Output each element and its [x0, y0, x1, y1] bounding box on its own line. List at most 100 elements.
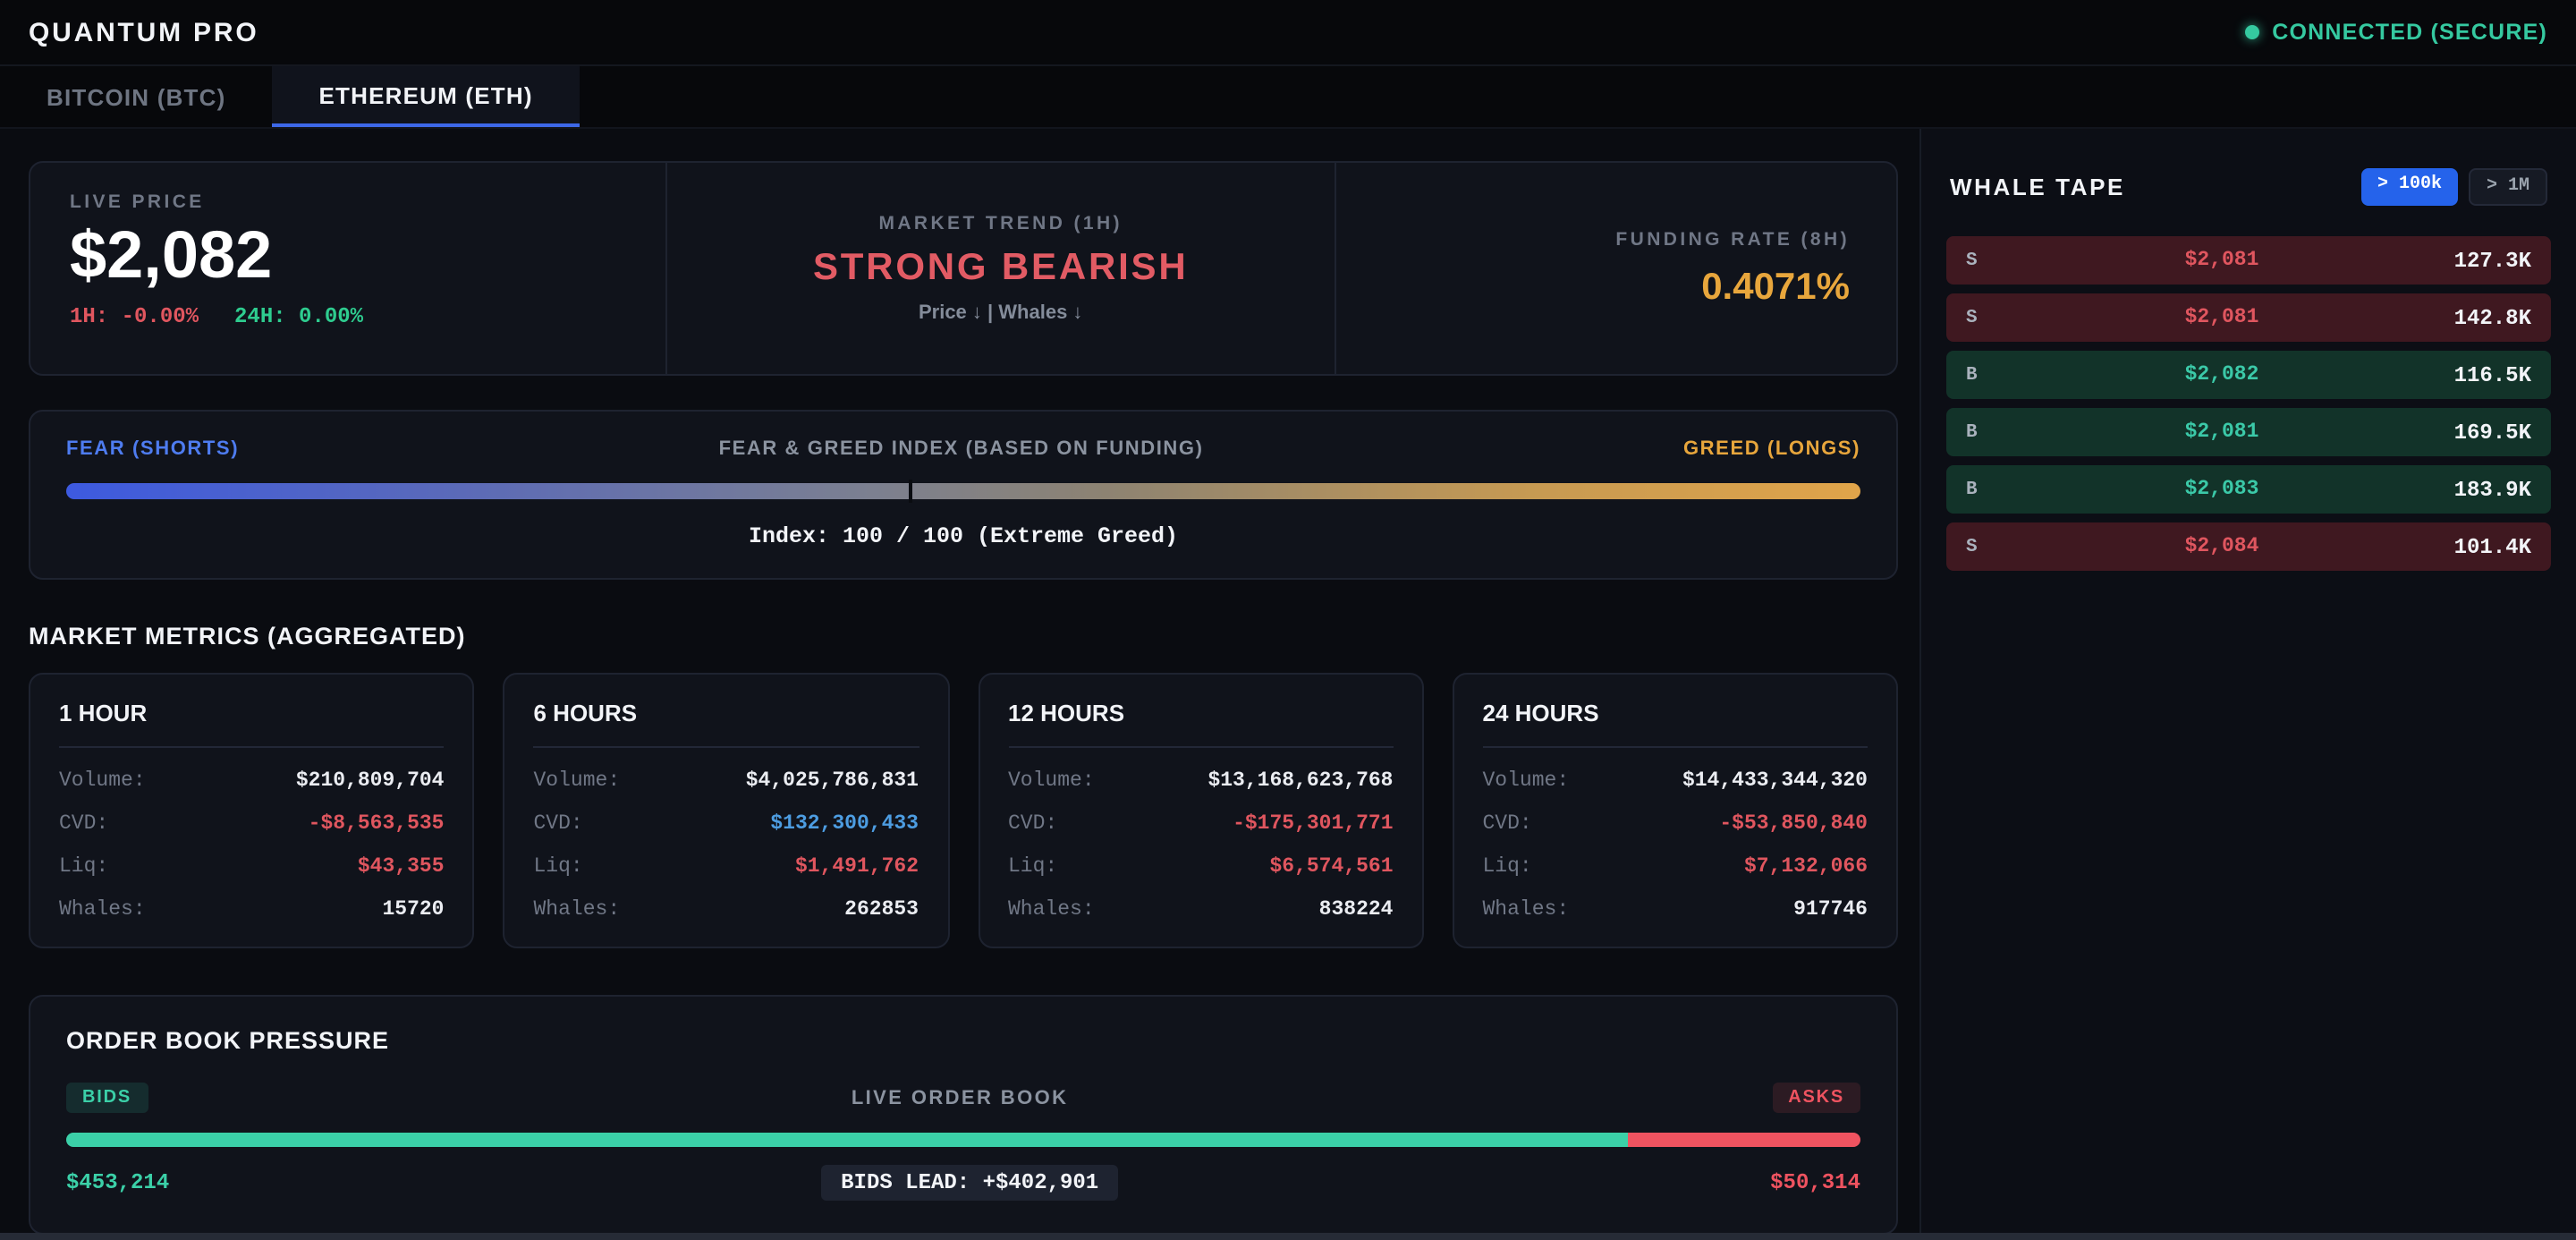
market-trend-value: STRONG BEARISH: [812, 247, 1189, 288]
main-content: LIVE PRICE $2,082 1H: -0.00% 24H: 0.00% …: [0, 129, 1919, 1240]
metric-row: Volume: $14,433,344,320: [1482, 769, 1868, 793]
metric-row: Whales: 838224: [1008, 898, 1394, 922]
metric-row: Volume: $210,809,704: [59, 769, 445, 793]
trade-size: 101.4K: [2453, 534, 2531, 559]
trade-side: S: [1966, 307, 1978, 328]
market-trend-label: MARKET TREND (1H): [878, 213, 1123, 234]
trade-side: S: [1966, 536, 1978, 557]
trade-price: $2,082: [2184, 363, 2259, 386]
trade-side: B: [1966, 421, 1978, 443]
funding-rate-value: 0.4071%: [1701, 266, 1850, 307]
metric-row: Liq: $1,491,762: [533, 855, 919, 879]
live-price-label: LIVE PRICE: [70, 191, 205, 213]
bids-fill: [66, 1133, 1628, 1147]
metrics-card-12h: 12 HOURS Volume: $13,168,623,768 CVD: -$…: [978, 673, 1424, 948]
whale-tape-sidebar: WHALE TAPE > 100k > 1M S $2,081 127.3K S…: [1919, 129, 2576, 1240]
trade-side: B: [1966, 364, 1978, 386]
metric-row: Whales: 15720: [59, 898, 445, 922]
asks-badge: ASKS: [1772, 1083, 1860, 1113]
market-trend-detail: Price ↓ | Whales ↓: [918, 302, 1083, 324]
market-metrics-title: MARKET METRICS (AGGREGATED): [29, 623, 466, 650]
metric-row: CVD: -$8,563,535: [59, 812, 445, 836]
market-trend-section: MARKET TREND (1H) STRONG BEARISH Price ↓…: [665, 163, 1337, 374]
price-changes: 1H: -0.00% 24H: 0.00%: [70, 303, 625, 328]
funding-rate-section: FUNDING RATE (8H) 0.4071%: [1336, 163, 1896, 374]
filter-1m-button[interactable]: > 1M: [2468, 168, 2547, 206]
card-period: 24 HOURS: [1482, 700, 1868, 748]
metrics-card-24h: 24 HOURS Volume: $14,433,344,320 CVD: -$…: [1452, 673, 1898, 948]
trade-size: 116.5K: [2453, 362, 2531, 387]
app-title: QUANTUM PRO: [29, 17, 259, 47]
metrics-cards: 1 HOUR Volume: $210,809,704 CVD: -$8,563…: [29, 673, 1898, 948]
bids-lead-badge: BIDS LEAD: +$402,901: [821, 1165, 1119, 1201]
metric-row: CVD: $132,300,433: [533, 812, 919, 836]
fear-greed-labels: FEAR (SHORTS) FEAR & GREED INDEX (BASED …: [66, 438, 1860, 460]
gauge-marker: [909, 480, 913, 503]
trade-row: B $2,081 169.5K: [1946, 408, 2551, 456]
funding-rate-label: FUNDING RATE (8H): [1615, 228, 1850, 250]
tab-bitcoin[interactable]: BITCOIN (BTC): [47, 83, 226, 110]
metric-row: Volume: $4,025,786,831: [533, 769, 919, 793]
horizontal-scrollbar[interactable]: [0, 1233, 2576, 1240]
fear-greed-panel: FEAR (SHORTS) FEAR & GREED INDEX (BASED …: [29, 410, 1898, 580]
trade-price: $2,084: [2184, 535, 2259, 558]
filter-100k-button[interactable]: > 100k: [2360, 168, 2458, 206]
tab-ethereum[interactable]: ETHEREUM (ETH): [272, 66, 580, 127]
trade-row: S $2,084 101.4K: [1946, 522, 2551, 571]
trade-size: 183.9K: [2453, 477, 2531, 502]
trade-row: B $2,082 116.5K: [1946, 351, 2551, 399]
whale-tape-filters: > 100k > 1M: [2360, 168, 2547, 206]
card-period: 12 HOURS: [1008, 700, 1394, 748]
trade-size: 127.3K: [2453, 248, 2531, 273]
fear-greed-index-text: Index: 100 / 100 (Extreme Greed): [748, 524, 1179, 549]
change-24h: 24H: 0.00%: [234, 303, 364, 329]
metric-row: Whales: 917746: [1482, 898, 1868, 922]
metric-row: CVD: -$53,850,840: [1482, 812, 1868, 836]
metric-row: Liq: $43,355: [59, 855, 445, 879]
fear-label: FEAR (SHORTS): [66, 438, 240, 460]
status-dot-icon: [2245, 25, 2260, 39]
fear-greed-title: FEAR & GREED INDEX (BASED ON FUNDING): [718, 438, 1204, 460]
trade-row: S $2,081 127.3K: [1946, 236, 2551, 285]
order-book-title: ORDER BOOK PRESSURE: [66, 1027, 390, 1054]
whale-tape-list: S $2,081 127.3K S $2,081 142.8K B $2,082…: [1946, 236, 2551, 571]
live-order-book-label: LIVE ORDER BOOK: [851, 1087, 1069, 1108]
metric-row: Whales: 262853: [533, 898, 919, 922]
top-bar: QUANTUM PRO CONNECTED (SECURE): [0, 0, 2576, 66]
order-book-pressure-bar: [66, 1133, 1860, 1147]
metrics-card-6h: 6 HOURS Volume: $4,025,786,831 CVD: $132…: [503, 673, 949, 948]
metric-row: CVD: -$175,301,771: [1008, 812, 1394, 836]
connection-status-label: CONNECTED (SECURE): [2272, 20, 2547, 45]
greed-label: GREED (LONGS): [1682, 438, 1860, 460]
live-price-value: $2,082: [70, 218, 273, 292]
asks-total: $50,314: [1770, 1170, 1860, 1195]
connection-status: CONNECTED (SECURE): [2245, 20, 2547, 45]
live-price-section: LIVE PRICE $2,082 1H: -0.00% 24H: 0.00%: [30, 163, 665, 374]
live-price-panel: LIVE PRICE $2,082 1H: -0.00% 24H: 0.00% …: [29, 161, 1898, 376]
asks-fill: [1627, 1133, 1860, 1147]
symbol-tabs: BITCOIN (BTC) ETHEREUM (ETH): [0, 66, 2576, 129]
trade-size: 142.8K: [2453, 305, 2531, 330]
bids-badge: BIDS: [66, 1083, 148, 1113]
metric-row: Liq: $7,132,066: [1482, 855, 1868, 879]
main-layout: LIVE PRICE $2,082 1H: -0.00% 24H: 0.00% …: [0, 129, 2576, 1240]
trade-side: S: [1966, 250, 1978, 271]
metric-row: Liq: $6,574,561: [1008, 855, 1394, 879]
card-period: 6 HOURS: [533, 700, 919, 748]
order-book-panel: ORDER BOOK PRESSURE BIDS LIVE ORDER BOOK…: [29, 995, 1898, 1235]
whale-tape-title: WHALE TAPE: [1950, 174, 2125, 200]
order-book-labels: BIDS LIVE ORDER BOOK ASKS: [66, 1083, 1860, 1113]
fear-greed-gauge: [66, 480, 1860, 503]
metrics-card-1h: 1 HOUR Volume: $210,809,704 CVD: -$8,563…: [29, 673, 475, 948]
trade-size: 169.5K: [2453, 420, 2531, 445]
whale-tape-header: WHALE TAPE > 100k > 1M: [1950, 168, 2547, 206]
trade-price: $2,083: [2184, 478, 2259, 501]
trade-price: $2,081: [2184, 420, 2259, 444]
order-book-values: $453,214 BIDS LEAD: +$402,901 $50,314: [66, 1165, 1860, 1201]
trade-price: $2,081: [2184, 306, 2259, 329]
trade-price: $2,081: [2184, 249, 2259, 272]
change-1h: 1H: -0.00%: [70, 303, 199, 329]
trade-row: B $2,083 183.9K: [1946, 465, 2551, 514]
metric-row: Volume: $13,168,623,768: [1008, 769, 1394, 793]
